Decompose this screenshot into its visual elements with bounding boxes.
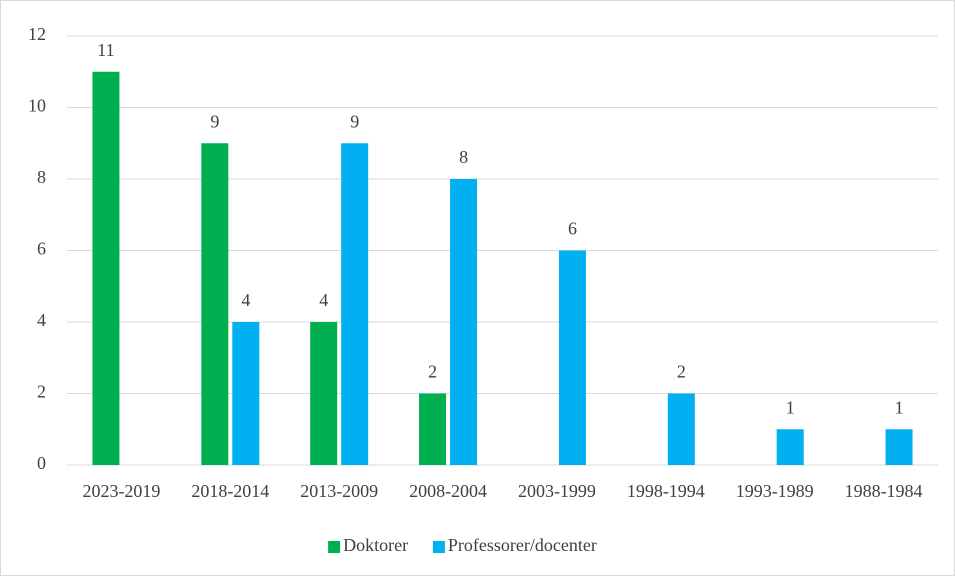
bar [450, 179, 478, 465]
y-tick-label: 12 [28, 24, 46, 44]
bar [310, 322, 338, 465]
bar [885, 429, 913, 465]
legend-swatch [328, 541, 341, 553]
bar [92, 71, 120, 465]
x-tick-label: 2018-2014 [191, 481, 269, 501]
data-label: 1 [786, 397, 795, 417]
bar [776, 429, 804, 465]
legend-label: Professorer/docenter [448, 535, 597, 555]
legend-label: Doktorer [343, 535, 408, 555]
x-tick-label: 1998-1994 [627, 481, 705, 501]
x-tick-label: 2023-2019 [82, 481, 160, 501]
data-label: 1 [895, 397, 904, 417]
y-tick-label: 4 [37, 310, 46, 330]
y-tick-label: 0 [37, 453, 46, 473]
bar [667, 393, 695, 465]
x-tick-label: 2013-2009 [300, 481, 378, 501]
bar [558, 250, 586, 465]
data-label: 6 [568, 219, 577, 239]
data-label: 11 [97, 40, 114, 60]
bar [341, 143, 369, 465]
x-tick-label: 1993-1989 [736, 481, 814, 501]
x-tick-label: 1988-1984 [845, 481, 923, 501]
data-label: 4 [319, 290, 328, 310]
x-tick-label: 2003-1999 [518, 481, 596, 501]
bar [201, 143, 229, 465]
data-label: 2 [677, 362, 686, 382]
data-label: 9 [210, 111, 219, 131]
data-label: 9 [350, 111, 359, 131]
data-label: 2 [428, 362, 437, 382]
data-label: 8 [459, 147, 468, 167]
data-label: 4 [241, 290, 250, 310]
y-tick-label: 8 [37, 167, 46, 187]
bar [232, 322, 260, 465]
y-tick-label: 2 [37, 382, 46, 402]
bar [419, 393, 447, 465]
y-tick-label: 6 [37, 239, 46, 259]
x-tick-label: 2008-2004 [409, 481, 487, 501]
y-tick-label: 10 [28, 96, 46, 116]
legend-swatch [432, 541, 445, 553]
